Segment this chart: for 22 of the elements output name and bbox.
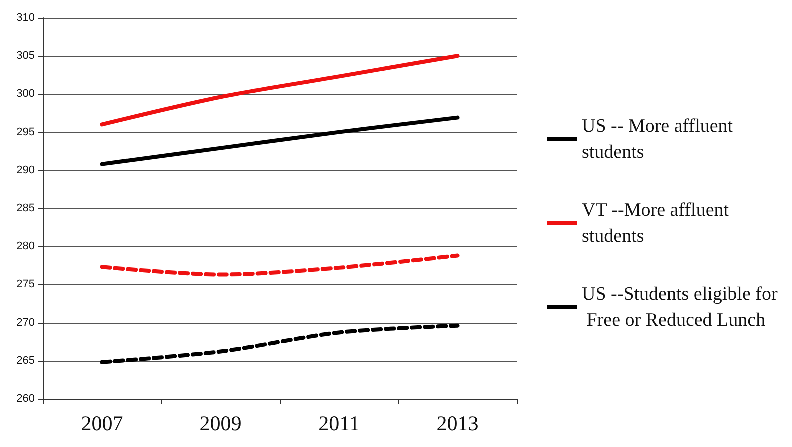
x-tick-label: 2007 [81,412,124,436]
y-tick-label: 290 [16,164,35,176]
y-tick-label: 270 [16,316,35,329]
line-series [100,116,460,166]
line-series [100,254,460,277]
line-series [100,54,460,127]
y-tick-label: 265 [16,354,35,367]
y-tick-label: 275 [16,278,35,291]
line-series [100,324,460,364]
legend-label: US -- More affluent students [582,116,738,163]
legend-label: VT --More affluent students [582,200,734,247]
y-tick-label: 295 [16,126,35,138]
x-tick-label: 2013 [436,412,479,436]
x-tick-label: 2011 [318,412,360,436]
y-tick-label: 260 [16,393,35,405]
y-tick-label: 300 [16,88,35,100]
y-tick-label: 305 [16,50,35,62]
y-tick-label: 280 [16,240,35,253]
y-tick-label: 285 [16,202,35,214]
x-tick-label: 2009 [200,412,242,436]
legend-label: US --Students eligible for Free or Reduced Lunch [582,284,778,331]
y-tick-label: 310 [16,12,35,24]
